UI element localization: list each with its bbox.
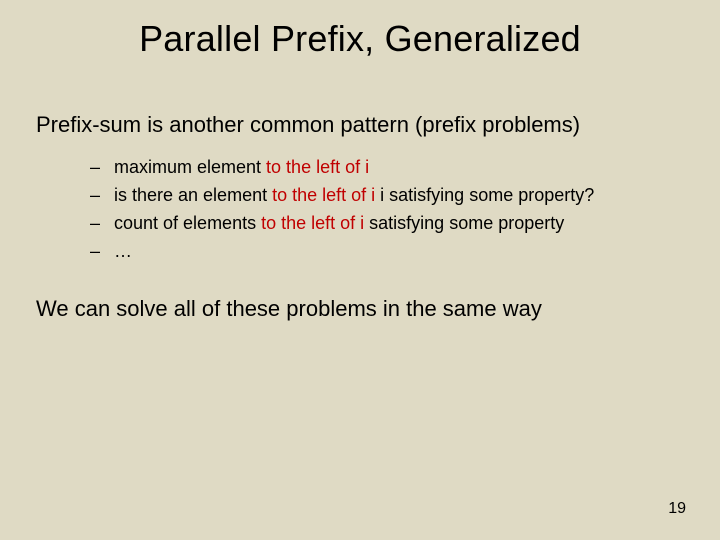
list-item: – maximum element to the left of i — [90, 154, 684, 182]
list-item: – count of elements to the left of i sat… — [90, 210, 684, 238]
bullet-text: maximum element to the left of i — [114, 154, 369, 182]
list-item: – is there an element to the left of i i… — [90, 182, 684, 210]
bullet-text: is there an element to the left of i i s… — [114, 182, 594, 210]
bullet-list: – maximum element to the left of i – is … — [36, 154, 684, 266]
slide-title: Parallel Prefix, Generalized — [0, 0, 720, 60]
highlight-text: to the left of i — [261, 213, 364, 233]
bullet-text: count of elements to the left of i satis… — [114, 210, 564, 238]
slide-body: Prefix-sum is another common pattern (pr… — [0, 60, 720, 322]
bullet-dash: – — [90, 154, 114, 182]
page-number: 19 — [668, 500, 686, 518]
highlight-text: to the left of i — [272, 185, 375, 205]
highlight-text: to the left of i — [266, 157, 369, 177]
lead-text: Prefix-sum is another common pattern (pr… — [36, 112, 684, 138]
closing-text: We can solve all of these problems in th… — [36, 296, 684, 322]
bullet-dash: – — [90, 182, 114, 210]
bullet-dash: – — [90, 238, 114, 266]
bullet-dash: – — [90, 210, 114, 238]
list-item: – … — [90, 238, 684, 266]
bullet-text: … — [114, 238, 132, 266]
slide: Parallel Prefix, Generalized Prefix-sum … — [0, 0, 720, 540]
